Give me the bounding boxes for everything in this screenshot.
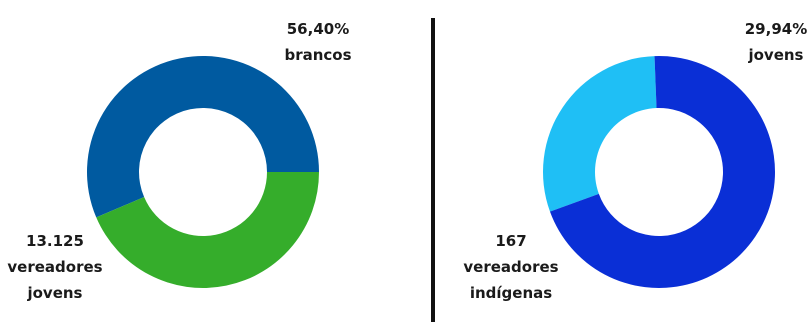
left-bottom-value: 13.125 [26, 232, 84, 250]
right-slice-1 [549, 56, 775, 289]
right-slice-0 [543, 56, 657, 212]
right-bottom-label-1: vereadores [463, 258, 558, 276]
right-top-label: jovens [747, 46, 803, 64]
right-bottom-label-2: indígenas [470, 284, 552, 302]
donut-chart-right [543, 56, 775, 289]
left-slice-0 [86, 55, 319, 218]
right-top-value: 29,94% [745, 20, 807, 38]
right-bottom-value: 167 [495, 232, 526, 250]
left-bottom-label-2: jovens [26, 284, 82, 302]
left-top-value: 56,40% [287, 20, 349, 38]
left-bottom-label-1: vereadores [7, 258, 102, 276]
left-top-label: brancos [284, 46, 351, 64]
donut-chart-left [86, 55, 319, 288]
left-slice-1 [96, 172, 319, 288]
